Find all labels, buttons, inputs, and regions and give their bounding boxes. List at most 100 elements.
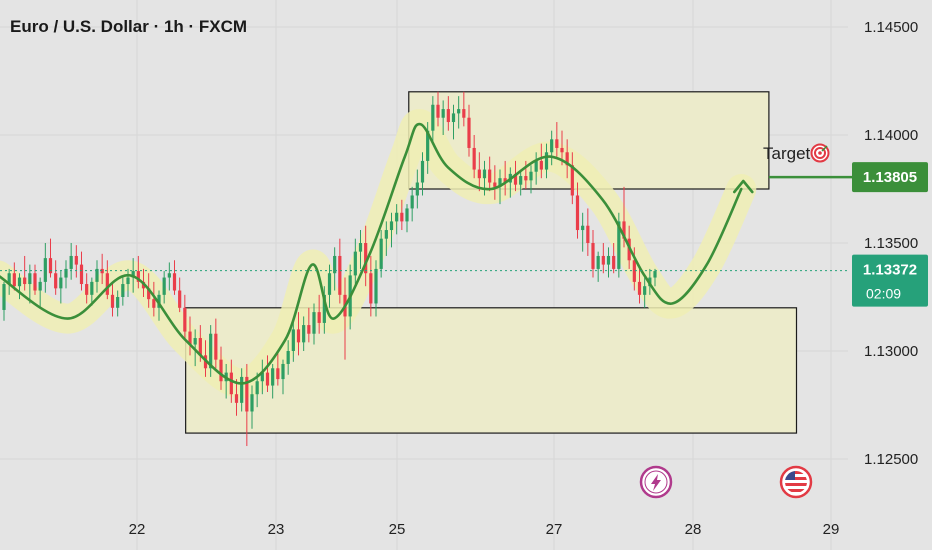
bearish-candle — [219, 346, 223, 390]
candle-body — [2, 284, 6, 310]
candle-body — [167, 273, 171, 278]
candle-body — [126, 277, 130, 285]
candle-body — [524, 176, 528, 181]
candle-body — [136, 271, 140, 282]
price-axis-tick-label: 1.14000 — [864, 127, 918, 144]
bearish-candle — [338, 238, 342, 304]
bearish-candle — [591, 230, 595, 278]
bullish-candle — [116, 290, 120, 317]
candle-body — [64, 268, 68, 278]
bullish-candle — [431, 96, 435, 144]
candle-body — [240, 376, 244, 403]
bearish-candle — [110, 284, 115, 317]
candle-body — [389, 221, 394, 231]
chart-title: Euro / U.S. Dollar · 1h · FXCM — [10, 17, 248, 36]
bearish-candle — [586, 208, 590, 256]
lightning-bolt-icon[interactable] — [639, 465, 673, 499]
candle-body — [188, 331, 192, 345]
price-axis-tick-label: 1.13500 — [864, 235, 918, 252]
candle-body — [116, 297, 120, 308]
bullish-candle — [162, 271, 166, 304]
candle-body — [17, 277, 22, 287]
bearish-candle — [364, 225, 368, 287]
bearish-candle — [183, 294, 187, 341]
bullish-candle — [415, 169, 419, 209]
bullish-candle — [384, 221, 388, 256]
bar-countdown: 02:09 — [866, 286, 901, 302]
bearish-candle — [234, 379, 239, 416]
candle-body — [441, 109, 445, 118]
candle-body — [482, 169, 487, 179]
candle-body — [575, 195, 580, 231]
bearish-candle — [74, 245, 78, 278]
candle-body — [560, 147, 564, 153]
bullish-candle — [38, 277, 42, 308]
bearish-candle — [23, 255, 27, 291]
bullish-candle — [327, 264, 332, 308]
candle-body — [219, 359, 223, 382]
bearish-candle — [575, 182, 580, 239]
candle-body — [472, 147, 476, 170]
bearish-candle — [296, 312, 301, 356]
candle-body — [12, 273, 16, 287]
bullish-candle — [126, 268, 130, 297]
bullish-candle — [374, 260, 378, 317]
bearish-candle — [54, 260, 58, 295]
bullish-candle — [291, 320, 295, 362]
current-price-label: 1.13372 — [863, 262, 917, 279]
candle-body — [364, 243, 368, 274]
bullish-candle — [405, 204, 409, 233]
bearish-candle — [462, 91, 466, 127]
bullish-candle — [312, 303, 316, 345]
bearish-candle — [12, 262, 16, 291]
bullseye-target-icon — [810, 143, 830, 163]
bearish-candle — [214, 318, 218, 369]
candle-body — [59, 277, 63, 289]
candle-body — [400, 212, 404, 222]
bullish-candle — [59, 271, 63, 304]
candle-body — [74, 255, 78, 265]
bearish-candle — [446, 96, 450, 131]
candle-body — [85, 284, 89, 295]
candle-body — [48, 258, 53, 274]
candle-body — [193, 338, 197, 345]
price-axis[interactable]: 1.145001.140001.135001.130001.125001.120… — [864, 19, 918, 550]
candle-body — [152, 299, 156, 308]
bearish-candle — [317, 294, 321, 334]
candle-body — [302, 325, 306, 343]
bullish-candle — [420, 152, 425, 196]
candle-body — [374, 268, 378, 304]
candle-body — [131, 271, 135, 278]
candle-body — [229, 372, 233, 395]
bullish-candle — [519, 169, 523, 196]
us-flag-icon[interactable] — [779, 465, 813, 499]
bullish-candle — [7, 268, 11, 295]
bullish-candle — [534, 152, 538, 185]
bullish-candle — [389, 212, 394, 248]
bullish-candle — [95, 260, 99, 293]
candle-body — [172, 273, 177, 291]
candle-body — [100, 268, 104, 274]
bullish-candle — [302, 316, 306, 351]
bullish-candle — [617, 212, 621, 278]
candle-body — [338, 255, 342, 295]
candle-body — [255, 381, 259, 395]
bullish-candle — [281, 359, 285, 395]
bullish-candle — [358, 230, 363, 269]
candle-body — [38, 281, 42, 291]
time-axis-tick-label: 29 — [823, 521, 840, 538]
candle-body — [622, 221, 626, 239]
candle-body — [534, 160, 538, 172]
candle-body — [79, 264, 84, 285]
bearish-candle — [178, 277, 182, 313]
bearish-candle — [436, 91, 440, 127]
candle-body — [281, 363, 285, 380]
candle-body — [121, 284, 125, 297]
time-axis[interactable]: 22 23 25 27 28 29 — [129, 521, 840, 538]
candle-body — [601, 255, 605, 265]
candle-body — [317, 312, 321, 323]
candle-body — [612, 255, 616, 269]
projection-curve — [0, 122, 754, 385]
candle-body — [333, 255, 337, 274]
